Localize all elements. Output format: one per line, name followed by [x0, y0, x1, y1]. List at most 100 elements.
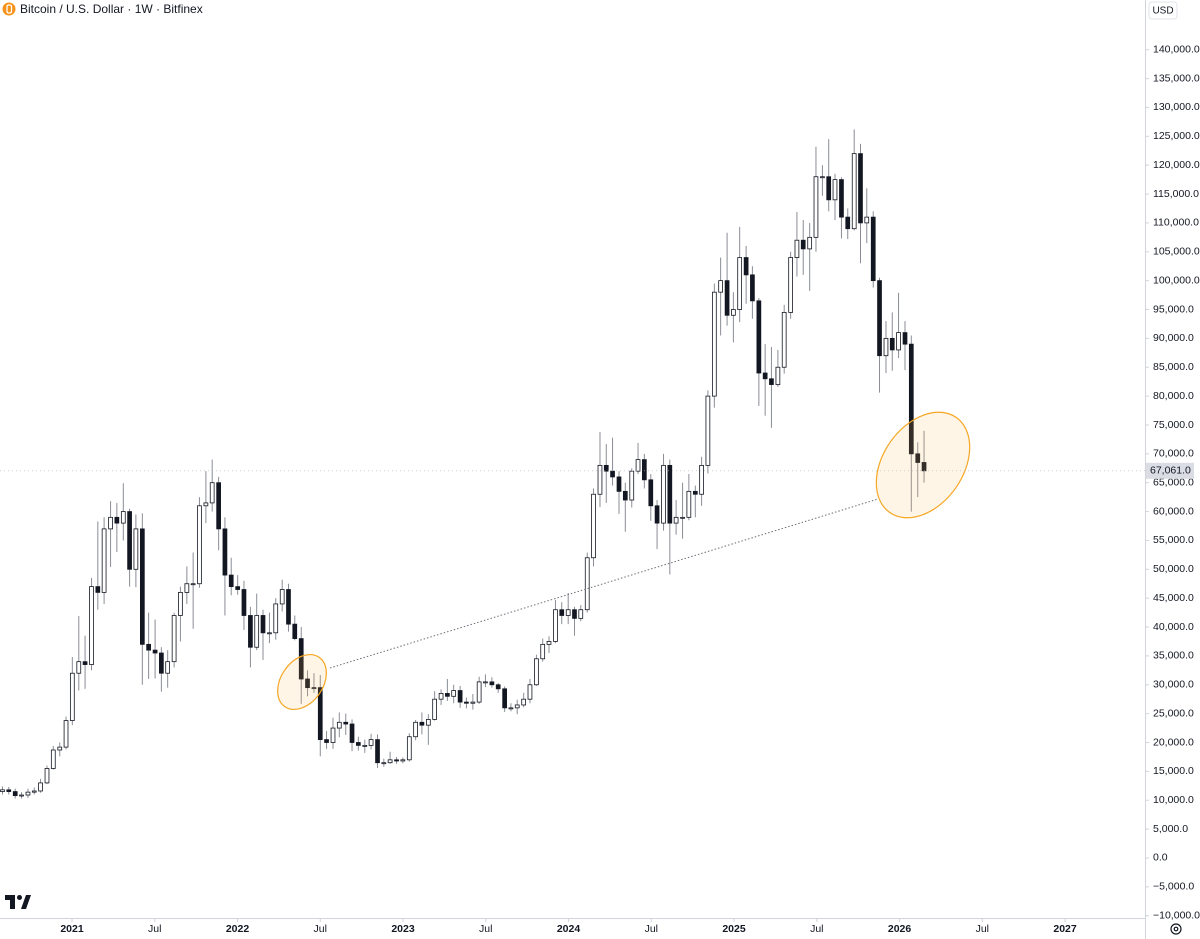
- y-tick-label: 40,000.0: [1153, 621, 1194, 633]
- candles: [0, 129, 927, 799]
- candle-body: [146, 643, 151, 651]
- y-tick-label: 115,000.0: [1153, 188, 1199, 200]
- candle-body: [343, 721, 349, 725]
- candle-body: [540, 643, 546, 660]
- currency-box[interactable]: [1148, 1, 1178, 20]
- candle-body: [133, 528, 139, 570]
- highlight-ellipse: [277, 654, 327, 710]
- candle-body: [711, 291, 717, 397]
- candle-body: [165, 661, 171, 674]
- y-tick-label: 45,000.0: [1153, 592, 1194, 604]
- candle-body: [63, 720, 69, 748]
- candle-body: [877, 280, 882, 357]
- trend-line: [329, 498, 879, 669]
- candle-body: [457, 690, 463, 703]
- x-tick-label: 2022: [226, 923, 250, 935]
- tradingview-logo: [5, 895, 31, 909]
- candle-body: [661, 464, 666, 524]
- settings-icon[interactable]: [1170, 923, 1182, 935]
- x-tick-label: 2021: [60, 923, 84, 935]
- candle-body: [673, 516, 679, 524]
- candle-body: [228, 574, 234, 588]
- candle-body: [438, 693, 444, 700]
- candle-body: [267, 632, 272, 635]
- candle-body: [750, 274, 755, 302]
- candle-body: [254, 615, 260, 648]
- candle-body: [0, 789, 5, 792]
- candle-body: [305, 678, 310, 689]
- candle-body: [95, 586, 101, 593]
- candle-body: [578, 609, 584, 619]
- candle-body: [597, 464, 603, 495]
- candle-body: [38, 782, 43, 792]
- y-tick-label: 55,000.0: [1153, 534, 1194, 546]
- candle-body: [241, 589, 247, 616]
- candle-body: [127, 511, 132, 570]
- candle-body: [629, 470, 635, 501]
- candle-body: [788, 257, 793, 313]
- x-tick-label: Jul: [645, 923, 658, 935]
- y-tick-label: 5,000.0: [1153, 823, 1188, 835]
- candle-body: [565, 609, 571, 616]
- candle-body: [292, 623, 298, 639]
- last-price-box: [1146, 462, 1194, 479]
- y-tick-label: 130,000.0: [1153, 101, 1200, 113]
- y-tick-label: 140,000.0: [1153, 43, 1200, 55]
- candle-body: [464, 701, 469, 704]
- candle-body: [394, 759, 399, 762]
- y-tick-label: 20,000.0: [1153, 736, 1194, 748]
- currency-label: USD: [1152, 6, 1173, 17]
- candle-body: [839, 179, 844, 218]
- candle-body: [654, 505, 660, 524]
- candle-body: [184, 583, 190, 593]
- y-tick-label: 100,000.0: [1153, 274, 1200, 286]
- candle-body: [908, 343, 914, 455]
- candle-body: [794, 239, 800, 258]
- candle-body: [178, 591, 183, 616]
- candle-body: [813, 176, 819, 238]
- candle-body: [495, 684, 501, 690]
- candle-body: [375, 739, 380, 764]
- candle-body: [362, 744, 368, 747]
- candle-body: [724, 280, 730, 316]
- candle-body: [6, 789, 12, 792]
- candle-body: [203, 502, 209, 507]
- candle-body: [667, 464, 673, 524]
- candle-body: [222, 528, 228, 576]
- candle-body: [260, 615, 266, 634]
- y-tick-label: 10,000.0: [1153, 794, 1194, 806]
- candle-body: [527, 684, 533, 700]
- candle-body: [317, 687, 323, 741]
- candle-body: [641, 459, 647, 481]
- candle-body: [50, 749, 56, 769]
- y-tick-label: 65,000.0: [1153, 476, 1194, 488]
- candle-body: [445, 693, 450, 697]
- candle-body: [89, 586, 94, 665]
- candle-body: [591, 493, 596, 559]
- symbol-icon: [2, 2, 16, 16]
- candle-body: [915, 453, 921, 463]
- candle-body: [387, 759, 393, 764]
- candle-body: [775, 366, 781, 385]
- x-tick-label: Jul: [976, 923, 989, 935]
- candle-body: [197, 505, 202, 585]
- candle-body: [57, 746, 63, 751]
- y-tick-label: 70,000.0: [1153, 448, 1194, 460]
- candle-body: [355, 742, 361, 746]
- candle-body: [400, 759, 406, 762]
- candle-body: [648, 479, 654, 507]
- candle-body: [731, 309, 736, 316]
- candle-body: [800, 239, 806, 250]
- y-tick-label: 60,000.0: [1153, 505, 1194, 517]
- candle-body: [248, 615, 253, 648]
- candle-body: [349, 723, 355, 743]
- y-tick-label: 110,000.0: [1153, 217, 1199, 229]
- candle-body: [190, 583, 196, 586]
- candle-body: [603, 464, 609, 472]
- candle-body: [76, 661, 82, 674]
- candle-body: [120, 511, 126, 524]
- candle-body: [889, 337, 895, 351]
- candle-body: [336, 721, 342, 729]
- candle-body: [279, 589, 285, 605]
- candle-body: [559, 609, 565, 616]
